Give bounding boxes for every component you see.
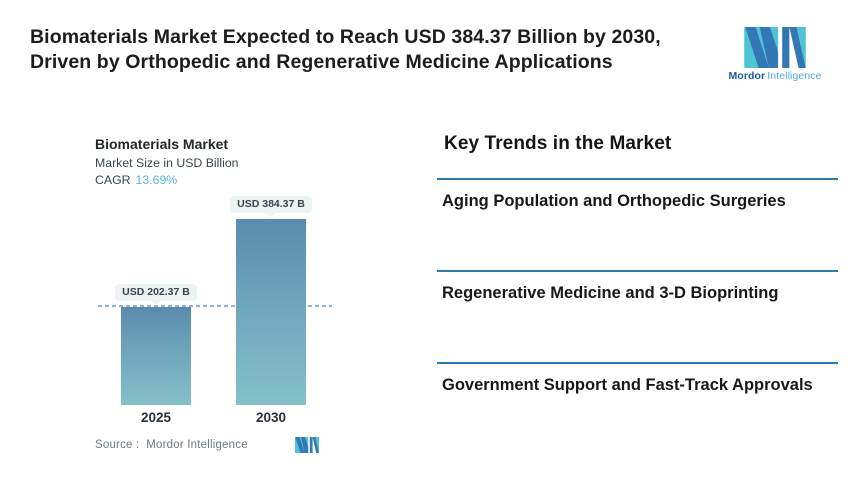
chart-subtitle: Market Size in USD Billion: [95, 156, 239, 170]
market-chart-panel: Biomaterials Market Market Size in USD B…: [95, 130, 337, 453]
cagr-value: 13.69%: [135, 173, 178, 187]
chart-source: Source : Mordor Intelligence: [95, 439, 248, 451]
page-title-line-2: Driven by Orthopedic and Regenerative Me…: [30, 50, 613, 73]
bar-2030: [236, 219, 306, 405]
brand-name-light: Intelligence: [767, 70, 822, 82]
x-axis-label-2030: 2030: [255, 410, 287, 425]
trend-item-regenerative-medicine: Regenerative Medicine and 3-D Bioprintin…: [437, 270, 838, 305]
trend-item-label: Government Support and Fast-Track Approv…: [442, 376, 813, 394]
trend-item-government-support: Government Support and Fast-Track Approv…: [437, 362, 838, 397]
x-axis-label-2025: 2025: [140, 410, 172, 425]
brand-name-bold: Mordor: [728, 70, 766, 82]
x-axis-labels: 2025 2030: [95, 410, 337, 428]
chart-footer: Source : Mordor Intelligence: [95, 437, 337, 453]
bar-column-2030: USD 384.37 B: [230, 195, 312, 405]
bar-2025: [121, 307, 191, 405]
trend-item-aging-population: Aging Population and Orthopedic Surgerie…: [437, 178, 838, 213]
bar-column-2025: USD 202.37 B: [115, 195, 197, 405]
chart-cagr-row: CAGR 13.69%: [95, 173, 337, 187]
value-label-2030: USD 384.37 B: [230, 196, 312, 217]
trend-item-label: Aging Population and Orthopedic Surgerie…: [442, 192, 786, 210]
chart-plot: USD 202.37 B USD 384.37 B: [95, 195, 337, 405]
chart-title: Biomaterials Market: [95, 136, 229, 152]
cagr-label: CAGR: [95, 173, 131, 187]
page-title: Biomaterials Market Expected to Reach US…: [30, 25, 720, 74]
value-label-2025: USD 202.37 B: [115, 284, 197, 305]
page-title-line-1: Biomaterials Market Expected to Reach US…: [30, 26, 661, 48]
brand-name: Mordor Intelligence: [727, 70, 823, 82]
mordor-logo-mini-icon: [295, 437, 319, 453]
key-trends-panel: Key Trends in the Market Aging Populatio…: [437, 130, 838, 470]
key-trends-heading: Key Trends in the Market: [444, 133, 672, 154]
trend-item-label: Regenerative Medicine and 3-D Bioprintin…: [442, 284, 779, 302]
mordor-logo: Mordor Intelligence: [727, 27, 823, 82]
reference-dashed-line: [98, 305, 332, 307]
mordor-logo-icon: [744, 27, 806, 68]
